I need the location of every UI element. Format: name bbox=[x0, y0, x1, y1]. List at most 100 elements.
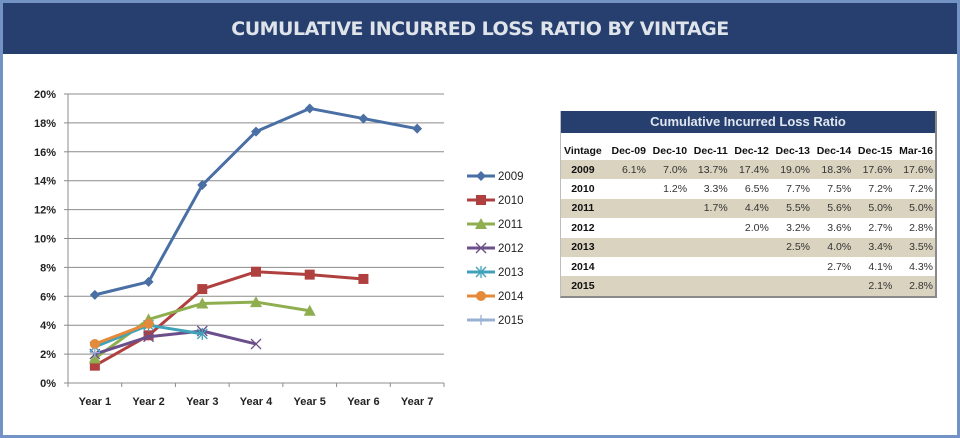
vintage-cell: 2014 bbox=[571, 260, 595, 273]
diamond-marker bbox=[143, 276, 154, 287]
square-marker bbox=[476, 195, 486, 205]
y-tick-label: 18% bbox=[34, 118, 56, 130]
value-cell bbox=[647, 237, 690, 257]
diamond-marker bbox=[412, 123, 423, 134]
star-marker bbox=[475, 266, 487, 278]
value-cell: 3.6% bbox=[827, 221, 852, 234]
square-marker bbox=[304, 269, 315, 280]
value-cell bbox=[812, 276, 854, 296]
y-tick-label: 14% bbox=[34, 176, 56, 188]
value-cell bbox=[647, 276, 690, 296]
y-tick-label: 16% bbox=[34, 147, 56, 159]
x-marker bbox=[475, 242, 487, 254]
column-header: Dec-09 bbox=[611, 144, 646, 157]
value-cell: 5.0% bbox=[894, 198, 935, 219]
value-cell bbox=[606, 237, 648, 257]
y-tick-label: 12% bbox=[34, 205, 56, 217]
legend-item-2015: 2015 bbox=[467, 315, 524, 327]
y-tick-label: 10% bbox=[34, 234, 56, 246]
value-cell: 4.1% bbox=[868, 260, 893, 273]
value-cell: 2.7% bbox=[868, 221, 893, 234]
vintage-cell: 2013 bbox=[561, 237, 607, 257]
value-cell: 7.2% bbox=[909, 183, 933, 196]
value-cell bbox=[606, 198, 648, 219]
x-tick-label: Year 7 bbox=[401, 396, 433, 408]
column-header: Dec-14 bbox=[816, 144, 852, 157]
column-header: Dec-11 bbox=[693, 144, 728, 157]
vintage-cell: 2012 bbox=[571, 221, 595, 234]
table-row: 2013 2.5% 4.0% 3.4% 3.5% bbox=[561, 237, 935, 257]
x-tick-label: Year 5 bbox=[294, 396, 326, 408]
value-cell bbox=[648, 218, 689, 237]
value-cell bbox=[607, 257, 648, 276]
legend-item-2009: 2009 bbox=[467, 171, 524, 183]
value-cell: 4.0% bbox=[812, 237, 854, 257]
value-cell: 4.4% bbox=[729, 198, 771, 219]
table-body: 2009 6.1% 7.0% 13.7% 17.4% 19.0% 18.3% 17.6% 17.… bbox=[561, 160, 935, 296]
diamond-marker bbox=[251, 126, 261, 137]
value-cell: 2.8% bbox=[909, 221, 933, 234]
value-cell bbox=[730, 257, 771, 276]
value-cell bbox=[689, 237, 730, 257]
value-cell: 17.6% bbox=[894, 160, 935, 180]
table-header-row: Vintage Dec-09 Dec-10 Dec-11 Dec-12 Dec-13 Dec… bbox=[561, 141, 935, 160]
value-cell: 2.1% bbox=[853, 276, 895, 296]
diamond-marker bbox=[304, 103, 315, 114]
circle-marker bbox=[143, 318, 154, 329]
value-cell bbox=[607, 218, 648, 237]
legend-item-2011: 2011 bbox=[467, 218, 523, 231]
series-2015 bbox=[89, 347, 100, 358]
legend-label: 2013 bbox=[498, 267, 524, 279]
column-header: Dec-13 bbox=[775, 144, 810, 157]
value-cell: 2.8% bbox=[894, 276, 935, 296]
value-cell bbox=[771, 257, 812, 276]
legend-item-2014: 2014 bbox=[467, 291, 524, 303]
value-cell bbox=[689, 218, 730, 237]
diamond-marker bbox=[197, 180, 208, 191]
value-cell: 3.4% bbox=[853, 237, 895, 257]
value-cell bbox=[729, 276, 771, 296]
diamond-marker bbox=[358, 113, 369, 124]
y-tick-label: 8% bbox=[40, 262, 56, 274]
series-2009 bbox=[89, 103, 423, 300]
series-2014 bbox=[89, 318, 154, 349]
vintage-cell: 2009 bbox=[561, 160, 607, 180]
legend-label: 2012 bbox=[498, 243, 524, 255]
diamond-marker bbox=[476, 171, 486, 181]
header-bar: CUMULATIVE INCURRED LOSS RATIO BY VINTAG… bbox=[3, 3, 957, 54]
table-spacer bbox=[561, 133, 935, 141]
series-line bbox=[94, 322, 150, 346]
legend-label: 2011 bbox=[498, 219, 523, 231]
table-grid: Vintage Dec-09 Dec-10 Dec-11 Dec-12 Dec-13 Dec… bbox=[561, 133, 935, 296]
vintage-cell: 2011 bbox=[561, 198, 607, 219]
vintage-cell: 2015 bbox=[561, 276, 607, 296]
column-header: Dec-12 bbox=[734, 144, 769, 157]
triangle-marker bbox=[303, 304, 316, 316]
vintage-cell: 2010 bbox=[571, 183, 595, 196]
value-cell: 5.5% bbox=[770, 198, 812, 219]
table-title: Cumulative Incurred Loss Ratio bbox=[561, 111, 935, 133]
table-row: 2009 6.1% 7.0% 13.7% 17.4% 19.0% 18.3% 17.6% 17.… bbox=[561, 160, 935, 180]
value-cell: 13.7% bbox=[689, 160, 730, 180]
legend-label: 2014 bbox=[498, 291, 524, 303]
diamond-marker bbox=[89, 289, 100, 300]
series-group bbox=[88, 103, 423, 371]
series-line bbox=[94, 329, 257, 356]
table-row: 2014 2.7% 4.1% 4.3% bbox=[561, 257, 935, 276]
legend-label: 2010 bbox=[498, 195, 524, 207]
x-axis-ticks: Year 1 Year 2 Year 3 Year 4 Year 5 Year 6 Year… bbox=[79, 396, 434, 408]
value-cell: 3.3% bbox=[703, 183, 728, 196]
value-cell bbox=[689, 276, 730, 296]
value-cell bbox=[648, 257, 689, 276]
legend-item-2013: 2013 bbox=[467, 266, 524, 279]
x-tick-label: Year 1 bbox=[79, 396, 111, 408]
value-cell bbox=[689, 257, 730, 276]
table-row: 2012 2.0% 3.2% 3.6% 2.7% 2.8% bbox=[561, 218, 935, 237]
y-tick-label: 4% bbox=[40, 320, 56, 332]
square-marker bbox=[197, 284, 208, 295]
table-row: 2015 2.1% 2.8% bbox=[561, 276, 935, 296]
square-marker bbox=[251, 266, 261, 277]
value-cell bbox=[607, 179, 648, 198]
circle-marker bbox=[89, 338, 100, 349]
